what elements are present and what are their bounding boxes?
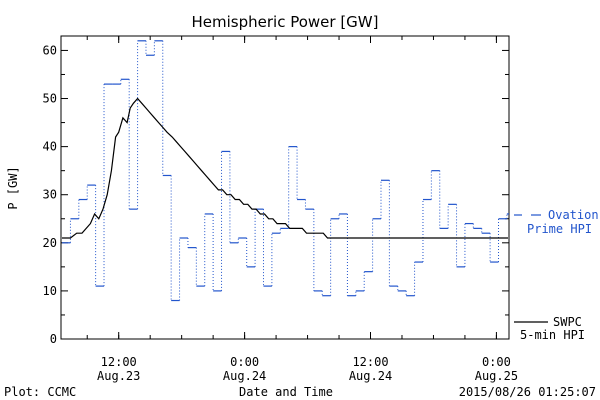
legend-swpc-label: SWPC [553,315,582,329]
legend-ovation-label: Ovation [548,208,599,222]
x-axis-label: Date and Time [239,385,333,399]
x-tick-time-label: 0:00 [482,355,511,369]
y-axis: 0 10 20 30 40 50 60 [43,43,509,346]
x-tick-date-label: Aug.23 [97,369,140,383]
y-axis-label: P [GW] [6,166,20,209]
legend-ovation-label-2: Prime HPI [527,222,592,236]
y-tick-label: 60 [43,43,57,57]
x-tick-time-label: 0:00 [230,355,259,369]
y-tick-label: 20 [43,236,57,250]
ovation-series [62,40,509,302]
y-tick-label: 30 [43,188,57,202]
swpc-series [62,97,508,239]
swpc-line [62,97,508,239]
x-tick-date-label: Aug.24 [223,369,266,383]
plot-frame [60,35,510,340]
legend-swpc-label-2: 5-min HPI [520,328,585,342]
y-tick-label: 10 [43,284,57,298]
x-axis: 12:00Aug.230:00Aug.2412:00Aug.240:00Aug.… [86,36,518,383]
y-tick-label: 0 [50,332,57,346]
y-tick-label: 40 [43,140,57,154]
plot-timestamp: 2015/08/26 01:25:07 [459,385,596,399]
x-tick-time-label: 12:00 [101,355,137,369]
x-tick-date-label: Aug.24 [349,369,392,383]
x-tick-date-label: Aug.25 [475,369,518,383]
footer-credit: Plot: CCMC [4,385,76,399]
chart-title: Hemispheric Power [GW] [192,13,379,31]
x-tick-time-label: 12:00 [352,355,388,369]
y-tick-label: 50 [43,92,57,106]
